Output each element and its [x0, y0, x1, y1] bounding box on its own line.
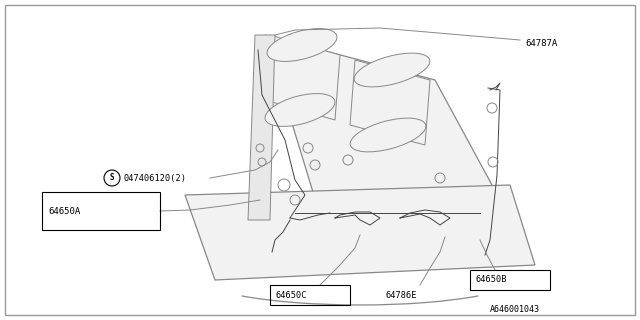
Bar: [42, 192, 160, 230]
Text: S: S: [109, 173, 115, 182]
Polygon shape: [185, 185, 535, 280]
Polygon shape: [248, 35, 275, 220]
Ellipse shape: [267, 28, 337, 61]
Polygon shape: [265, 35, 340, 120]
Polygon shape: [350, 60, 430, 145]
Text: 64787A: 64787A: [525, 38, 557, 47]
Ellipse shape: [350, 118, 426, 152]
Text: 64650B: 64650B: [476, 276, 508, 284]
Polygon shape: [265, 35, 530, 255]
Text: 64650C: 64650C: [276, 291, 307, 300]
Text: 64786E: 64786E: [385, 291, 417, 300]
Ellipse shape: [354, 53, 430, 87]
Ellipse shape: [265, 93, 335, 126]
Bar: [270, 285, 350, 305]
Text: A646001043: A646001043: [490, 306, 540, 315]
Text: 047406120(2): 047406120(2): [124, 173, 187, 182]
Text: 64650A: 64650A: [48, 206, 80, 215]
Bar: [470, 270, 550, 290]
